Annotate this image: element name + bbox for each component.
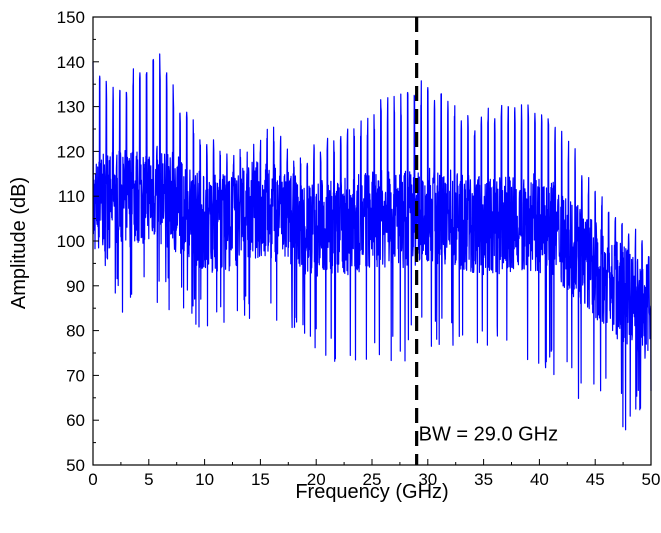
x-tick-label: 45 xyxy=(586,470,605,489)
y-tick-label: 140 xyxy=(57,53,85,72)
y-tick-label: 130 xyxy=(57,98,85,117)
y-tick-label: 70 xyxy=(66,366,85,385)
y-axis: 50 60 70 80 90 100 110 120 130 140 150 xyxy=(57,8,99,475)
x-tick-label: 10 xyxy=(195,470,214,489)
plot-area xyxy=(92,16,652,466)
spectrum-line xyxy=(92,53,652,431)
bandwidth-annotation: BW = 29.0 GHz xyxy=(419,424,559,446)
y-tick-label: 90 xyxy=(66,277,85,296)
y-tick-label: 120 xyxy=(57,142,85,161)
x-tick-label: 40 xyxy=(530,470,549,489)
x-tick-label: 25 xyxy=(363,470,382,489)
x-axis-title: Frequency (GHz) xyxy=(295,481,448,503)
y-tick-label: 60 xyxy=(66,411,85,430)
x-tick-label: 35 xyxy=(474,470,493,489)
x-tick-label: 30 xyxy=(418,470,437,489)
y-axis-title: Amplitude (dB) xyxy=(8,177,30,309)
y-tick-label: 150 xyxy=(57,8,85,27)
x-tick-label: 5 xyxy=(144,470,153,489)
x-tick-label: 0 xyxy=(88,470,97,489)
y-tick-label: 100 xyxy=(57,232,85,251)
y-tick-label: 50 xyxy=(66,456,85,475)
x-tick-label: 15 xyxy=(251,470,270,489)
x-tick-label: 20 xyxy=(307,470,326,489)
y-tick-label: 110 xyxy=(58,187,85,206)
x-tick-label: 50 xyxy=(642,470,661,489)
y-tick-label: 80 xyxy=(66,322,85,341)
x-axis: 0 5 10 15 20 25 30 35 40 45 50 xyxy=(88,459,660,489)
